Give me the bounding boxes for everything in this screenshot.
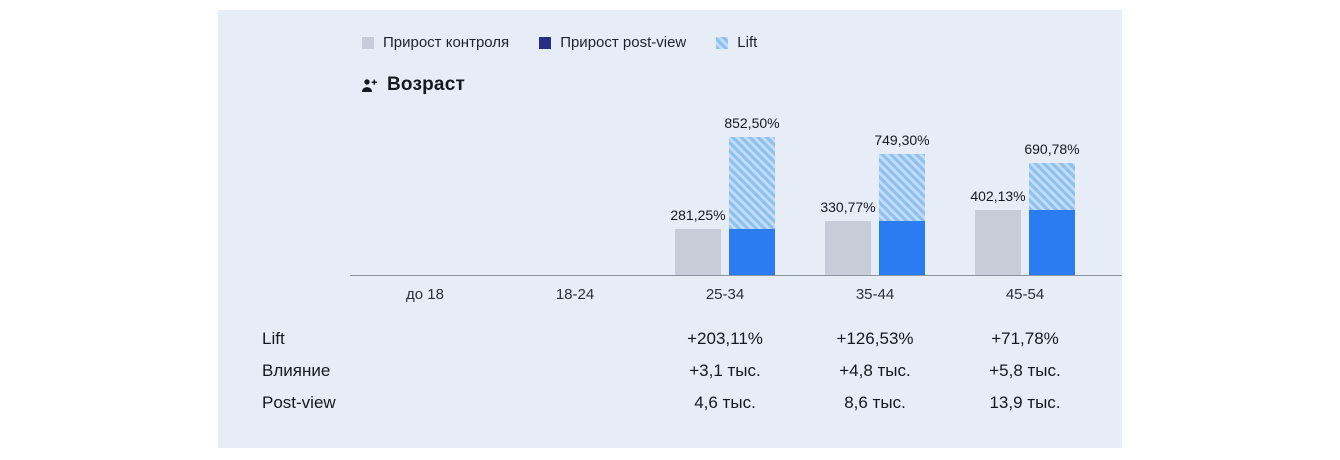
postview-bar[interactable] (729, 229, 775, 275)
chart-title-row: Возраст (361, 74, 465, 96)
page-title: Возраст (387, 74, 465, 95)
stats-cell: +4,8 тыс. (839, 361, 911, 380)
control-bar-value: 402,13% (970, 188, 1026, 204)
lift-bar[interactable] (729, 137, 775, 229)
legend-label-control: Прирост контроля (383, 34, 510, 51)
lift-bar[interactable] (1029, 163, 1075, 210)
legend-item-postview[interactable]: Прирост post-view (539, 34, 686, 51)
stats-cell: +5,8 тыс. (989, 361, 1061, 380)
category-label: 35-44 (855, 286, 895, 303)
stats-cell: +3,1 тыс. (689, 361, 761, 380)
x-axis-line (350, 275, 1122, 276)
stats-row-label: Post-view (262, 393, 336, 412)
control-bar-value: 281,25% (670, 207, 726, 223)
lift-bar[interactable] (879, 154, 925, 221)
category-label: 25-34 (705, 286, 745, 303)
category-label: 18-24 (555, 286, 595, 303)
stats-table: Lift +203,11% +126,53% +71,78% Влияние +3,1 т… (218, 10, 1122, 448)
stats-cell: 4,6 тыс. (694, 393, 756, 412)
stats-cell: 8,6 тыс. (844, 393, 906, 412)
stats-row-label: Влияние (262, 361, 331, 380)
category-label: 45-54 (1005, 286, 1045, 303)
control-bar[interactable] (975, 210, 1021, 275)
legend-item-control[interactable]: Прирост контроля (362, 34, 509, 51)
legend-swatch-control-icon (362, 36, 374, 49)
legend-item-lift[interactable]: Lift (716, 34, 757, 51)
lift-bar-value: 852,50% (724, 115, 780, 131)
legend-label-lift: Lift (737, 34, 758, 51)
chart-legend: Прирост контроля Прирост post-view Lift (362, 34, 757, 51)
bar-chart-plot: до 18 18-24 25-34 281,25% 852,50% 35-44 330,77… (350, 10, 1122, 448)
control-bar-value: 330,77% (820, 199, 876, 215)
postview-bar[interactable] (879, 221, 925, 275)
stats-cell: +203,11% (687, 329, 763, 348)
stats-row-label: Lift (262, 329, 285, 348)
stats-cell: +71,78% (991, 329, 1059, 348)
stats-cell: 13,9 тыс. (989, 393, 1061, 412)
category-label: до 18 (406, 286, 444, 303)
lift-bar-value: 690,78% (1024, 141, 1080, 157)
legend-label-postview: Прирост post-view (560, 34, 687, 51)
stats-cell: +126,53% (836, 329, 914, 348)
legend-swatch-postview-icon (539, 36, 552, 49)
age-report-card: Прирост контроля Прирост post-view Lift … (218, 10, 1122, 448)
person-plus-icon (361, 78, 378, 93)
postview-bar[interactable] (1029, 210, 1075, 275)
control-bar[interactable] (675, 229, 721, 275)
control-bar[interactable] (825, 221, 871, 275)
lift-bar-value: 749,30% (874, 132, 930, 148)
legend-swatch-lift-icon (716, 36, 729, 49)
